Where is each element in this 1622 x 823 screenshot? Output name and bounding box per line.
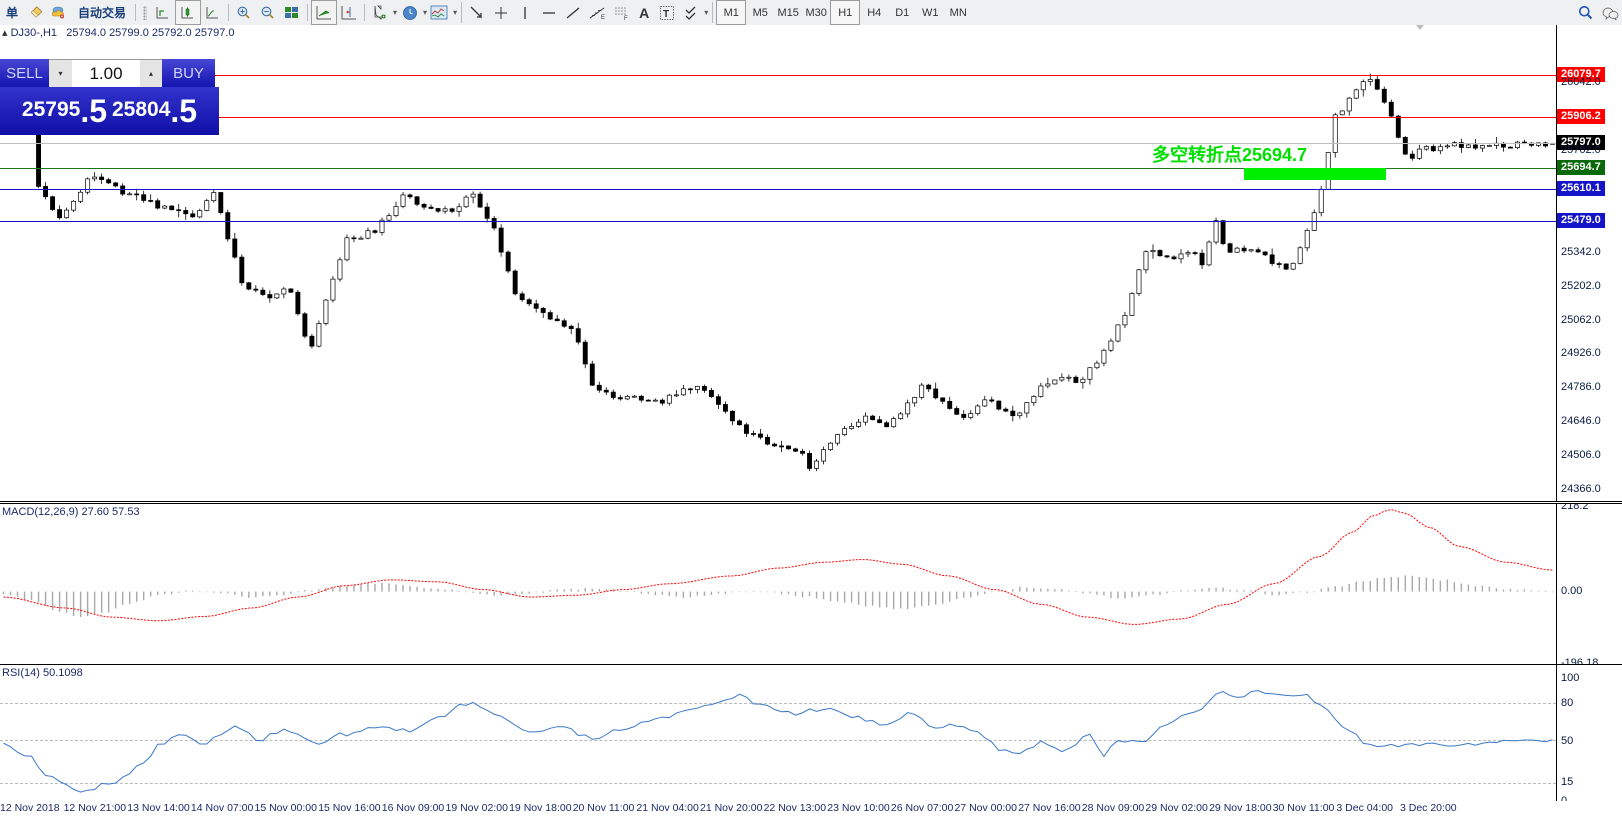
svg-text:T: T [663, 9, 669, 20]
svg-text:E: E [601, 15, 605, 21]
svg-text:F: F [624, 16, 628, 21]
